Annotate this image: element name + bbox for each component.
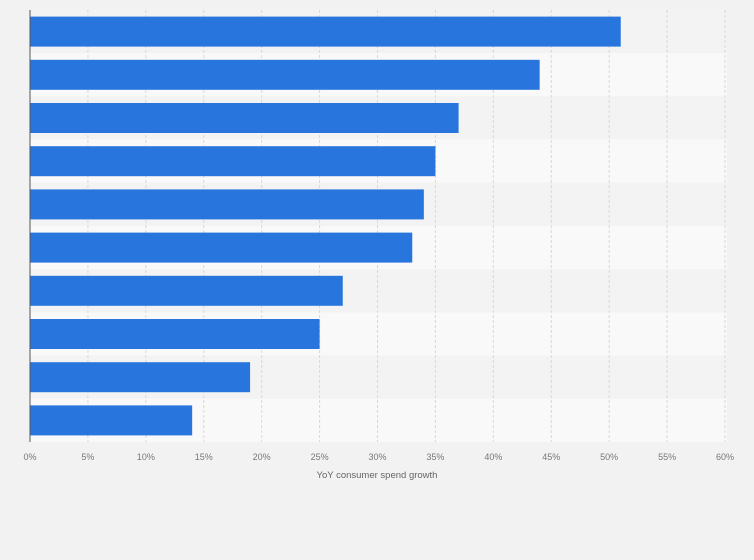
x-tick-label: 50% — [600, 452, 618, 462]
bar[interactable] — [30, 16, 621, 47]
bar[interactable] — [30, 362, 251, 393]
x-tick-label: 30% — [368, 452, 386, 462]
bar[interactable] — [30, 103, 459, 133]
bar[interactable] — [30, 319, 320, 349]
x-tick-label: 60% — [716, 452, 734, 462]
x-tick-label: 25% — [311, 452, 329, 462]
x-tick-label: 55% — [658, 452, 676, 462]
x-tick-label: 20% — [253, 452, 271, 462]
bar[interactable] — [30, 405, 193, 436]
bar[interactable] — [30, 189, 424, 220]
x-tick-label: 0% — [23, 452, 36, 462]
bar[interactable] — [30, 232, 413, 263]
x-tick-label: 10% — [137, 452, 155, 462]
bar[interactable] — [30, 275, 343, 306]
x-tick-label: 35% — [426, 452, 444, 462]
x-tick-label: 40% — [484, 452, 502, 462]
x-tick-label: 15% — [195, 452, 213, 462]
x-tick-label: 45% — [542, 452, 560, 462]
bar[interactable] — [30, 146, 436, 177]
bar[interactable] — [30, 59, 540, 90]
x-tick-label: 5% — [81, 452, 94, 462]
x-axis-label: YoY consumer spend growth — [317, 470, 438, 481]
